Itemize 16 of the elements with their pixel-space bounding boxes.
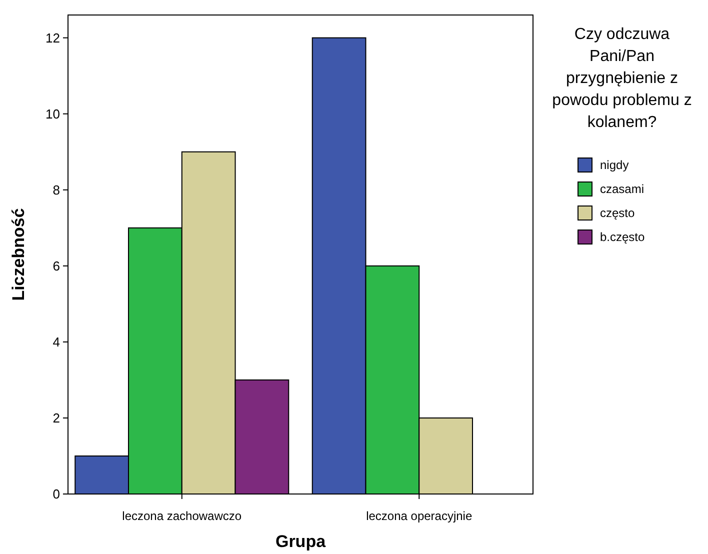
y-tick-label: 6 bbox=[52, 258, 60, 274]
y-axis-title: Liczebność bbox=[9, 208, 28, 301]
y-tick-label: 2 bbox=[52, 410, 60, 426]
y-tick-label: 12 bbox=[46, 30, 60, 46]
x-tick-label: leczona zachowawczo bbox=[122, 509, 242, 523]
legend-label: b.często bbox=[600, 230, 646, 244]
y-tick-label: 8 bbox=[52, 182, 60, 198]
legend-label: często bbox=[600, 206, 636, 220]
legend-label: nigdy bbox=[600, 158, 629, 172]
y-tick-label: 0 bbox=[52, 486, 60, 502]
y-tick-label: 10 bbox=[46, 106, 60, 122]
x-axis-title: Grupa bbox=[275, 532, 326, 551]
y-tick-label: 4 bbox=[52, 334, 60, 350]
x-tick-label: leczona operacyjnie bbox=[366, 509, 472, 523]
legend-label: czasami bbox=[600, 182, 644, 196]
legend-title: Czy odczuwa Pani/Pan przygnębienie z powodu problemu z kolanem? bbox=[552, 26, 692, 131]
